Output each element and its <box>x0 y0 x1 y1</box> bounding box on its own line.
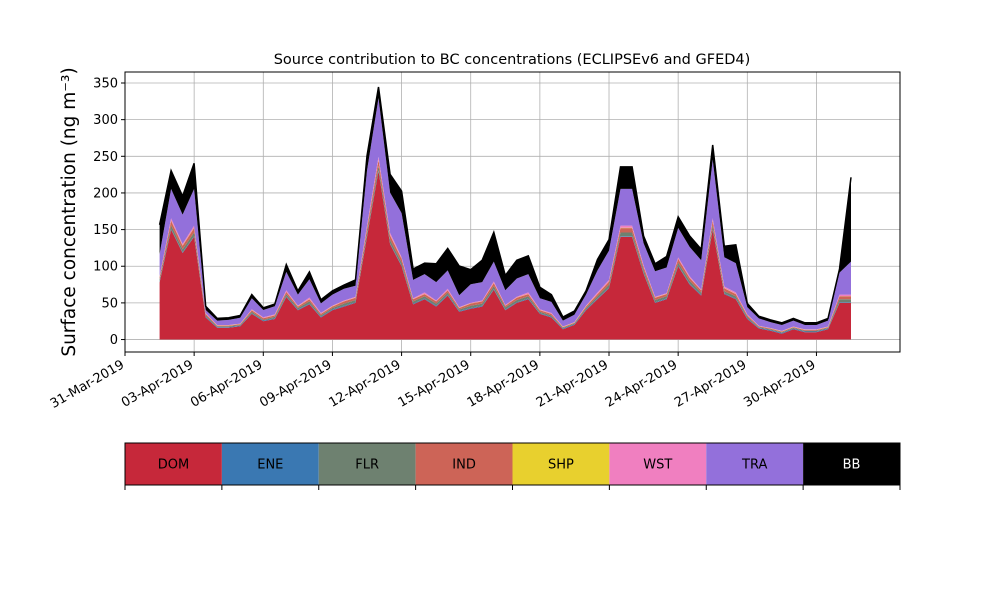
y-tick-label: 0 <box>110 333 118 348</box>
legend-swatch-bb <box>803 443 900 485</box>
legend-label-tra: TRA <box>741 458 767 473</box>
y-tick-label: 50 <box>101 296 118 311</box>
x-tick-label: 27-Apr-2019 <box>672 357 749 410</box>
area-bb <box>159 87 852 325</box>
legend-label-ind: IND <box>452 458 476 473</box>
y-tick-label: 250 <box>93 150 118 165</box>
legend-label-dom: DOM <box>158 458 189 473</box>
legend-label-flr: FLR <box>355 458 379 473</box>
legend-swatch-tra <box>706 443 804 485</box>
y-tick-label: 150 <box>93 223 118 238</box>
y-tick-label: 350 <box>93 76 118 91</box>
area-tra <box>159 98 852 331</box>
stacked-areas <box>158 86 852 340</box>
x-tick-label: 09-Apr-2019 <box>257 357 334 410</box>
x-tick-label: 30-Apr-2019 <box>741 357 818 410</box>
x-tick-label: 21-Apr-2019 <box>534 357 611 410</box>
plot-frame <box>124 71 901 353</box>
legend-swatch-shp <box>512 443 610 485</box>
legend-swatch-flr <box>318 443 416 485</box>
y-axis-label: Surface concentration (ng m⁻³) <box>59 67 80 356</box>
chart-title: Source contribution to BC concentrations… <box>274 52 751 68</box>
total-outline <box>158 86 852 324</box>
area-dom <box>159 171 852 340</box>
x-tick-label: 18-Apr-2019 <box>465 357 542 410</box>
x-tick-label: 12-Apr-2019 <box>326 357 403 410</box>
legend-swatch-wst <box>609 443 707 485</box>
legend-label-ene: ENE <box>257 458 283 473</box>
legend-colorbar: DOM ENE FLR IND SHP WST TRA BB <box>124 442 901 490</box>
x-tick-label: 06-Apr-2019 <box>188 357 265 410</box>
x-tick-label: 24-Apr-2019 <box>603 357 680 410</box>
y-tick-label: 200 <box>93 186 118 201</box>
legend-label-wst: WST <box>643 458 672 473</box>
x-tick-label: 31-Mar-2019 <box>48 357 127 411</box>
legend-swatch-dom <box>125 443 222 485</box>
y-tick-label: 100 <box>93 260 118 275</box>
legend-label-shp: SHP <box>548 458 574 473</box>
legend-label-bb: BB <box>843 458 861 473</box>
legend-swatch-ind <box>415 443 513 485</box>
x-tick-label: 03-Apr-2019 <box>119 357 196 410</box>
x-tick-label: 15-Apr-2019 <box>396 357 473 410</box>
legend-swatch-ene <box>221 443 319 485</box>
y-tick-label: 300 <box>93 113 118 128</box>
